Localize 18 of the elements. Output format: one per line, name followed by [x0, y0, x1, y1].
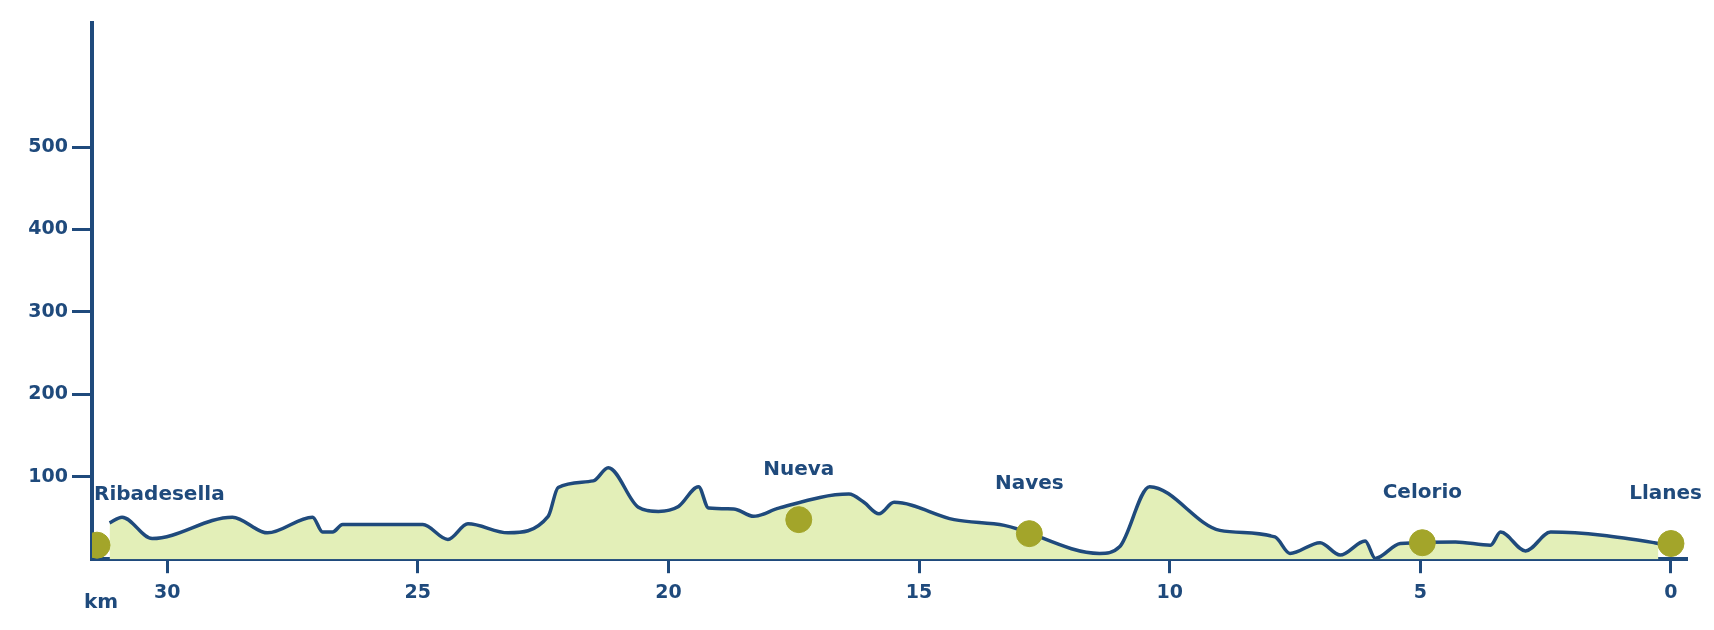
annotation: Ribadesella	[94, 481, 225, 506]
annotation: Llanes	[1629, 479, 1703, 504]
x-tick-label: 25	[404, 579, 432, 602]
x-tick-label: 0	[1664, 579, 1678, 602]
x-tick-label: 5	[1413, 579, 1427, 602]
x-tick-label: 30	[153, 579, 181, 602]
x-tick-label: 20	[655, 579, 682, 602]
y-tick-label: 100	[28, 463, 68, 486]
y-tick-label: 400	[28, 216, 68, 239]
annotation: Celorio	[1382, 478, 1462, 503]
y-tick-label: 200	[28, 381, 68, 404]
x-axis-title: km	[84, 589, 119, 614]
annotation: Naves	[994, 469, 1064, 494]
x-tick-label: 15	[905, 579, 933, 602]
y-tick-label: 500	[28, 133, 68, 156]
annotation: Nueva	[763, 455, 835, 480]
y-tick-label: 300	[28, 298, 68, 321]
x-tick-label: 10	[1156, 579, 1183, 602]
